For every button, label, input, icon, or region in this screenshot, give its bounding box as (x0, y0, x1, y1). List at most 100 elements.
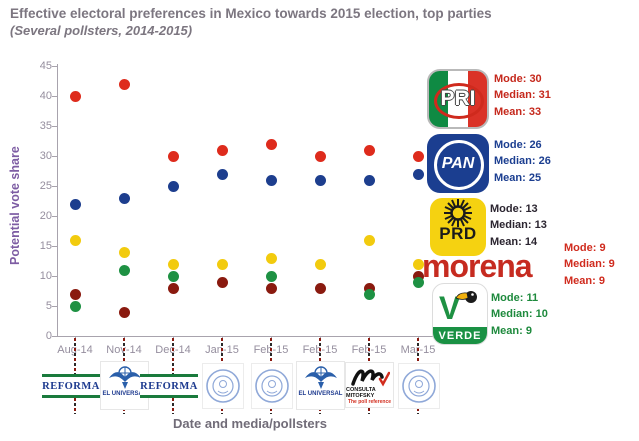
y-tick-mark-20 (52, 216, 57, 217)
dot-PRD-Aug-14 (69, 234, 81, 246)
mitofsky-tagline: The poll reference (347, 399, 392, 405)
pollster-logo-el-universal: EL UNIVERSAL (296, 361, 345, 410)
pan-median-line: Median: 26 (494, 155, 551, 168)
toucan-icon (455, 291, 477, 303)
blue-seal-icon (206, 369, 240, 403)
y-tick-label-45: 45 (39, 60, 52, 72)
y-axis-line (57, 64, 58, 337)
eagle-globe-icon (304, 366, 337, 389)
verde-median-line: Median: 10 (491, 308, 548, 321)
dot-PRI-Dec-14 (167, 150, 179, 162)
pan-stats: Mode: 26 Median: 26 Mean: 25 (494, 137, 551, 186)
y-tick-label-30: 30 (39, 150, 52, 162)
dot-VERDE-Feb-15 (363, 288, 375, 300)
blue-seal-icon (255, 369, 289, 403)
pan-mode-line: Mode: 26 (494, 139, 542, 151)
dot-MORENA-Nov-14 (118, 306, 130, 318)
dot-PRD-Feb-15 (363, 234, 375, 246)
pan-ring-icon (434, 140, 484, 190)
verde-logo: V VERDE (432, 283, 488, 345)
verde-stats: Mode: 11 Median: 10 Mean: 9 (491, 290, 548, 339)
y-tick-mark-40 (52, 96, 57, 97)
reforma-label: REFORMA (140, 380, 198, 392)
morena-mode-line: Mode: 9 (564, 242, 606, 254)
prd-logo: PRD (430, 198, 486, 256)
y-axis-title: Potential vote share (8, 146, 22, 265)
pri-mode-line: Mode: 30 (494, 73, 542, 85)
dot-MORENA-Jan-15 (216, 276, 228, 288)
dot-PRI-Nov-14 (118, 78, 130, 90)
y-tick-mark-15 (52, 246, 57, 247)
el-universal-label: EL UNIVERSAL (102, 391, 147, 397)
pollster-logo-blue-seal (398, 363, 440, 409)
blue-seal-icon (402, 369, 436, 403)
y-tick-label-35: 35 (39, 120, 52, 132)
pollster-logo-reforma: REFORMA (42, 374, 100, 398)
prd-median-line: Median: 13 (490, 219, 547, 232)
dot-VERDE-Aug-14 (69, 300, 81, 312)
consulta-mitofsky-label: CONSULTA MITOFSKY (346, 387, 376, 399)
pri-stats: Mode: 30 Median: 31 Mean: 33 (494, 71, 551, 120)
pri-logo: PRI (427, 69, 489, 129)
prd-mode-line: Mode: 13 (490, 203, 538, 215)
chart-subtitle: (Several pollsters, 2014-2015) (10, 23, 193, 38)
dot-PRI-Aug-14 (69, 90, 81, 102)
dot-PAN-Jan-15 (216, 168, 228, 180)
pan-label: PAN (441, 154, 475, 172)
dot-PAN-Nov-14 (118, 192, 130, 204)
morena-stats: Mode: 9 Median: 9 Mean: 9 (564, 240, 615, 289)
y-tick-mark-35 (52, 126, 57, 127)
verde-mean-line: Mean: 9 (491, 324, 532, 337)
dot-MORENA-Feb-15 (363, 282, 375, 294)
reforma-label: REFORMA (42, 380, 100, 392)
dot-PAN-Feb-15 (265, 174, 277, 186)
dot-PAN-Dec-14 (167, 180, 179, 192)
y-tick-label-10: 10 (39, 270, 52, 282)
prd-label: PRD (439, 224, 477, 243)
pan-mean-line: Mean: 25 (494, 171, 542, 184)
dot-PRI-Feb-15 (265, 138, 277, 150)
y-tick-mark-0 (52, 336, 57, 337)
dot-PRD-Nov-14 (118, 246, 130, 258)
pollster-logo-reforma: REFORMA (140, 374, 198, 398)
y-tick-label-15: 15 (39, 240, 52, 252)
y-tick-label-20: 20 (39, 210, 52, 222)
eagle-globe-icon (108, 366, 141, 389)
dot-PRI-Jan-15 (216, 144, 228, 156)
chart-title: Effective electoral preferences in Mexic… (10, 6, 492, 21)
dot-VERDE-Dec-14 (167, 270, 179, 282)
dot-VERDE-Mar-15 (412, 276, 424, 288)
pollster-logo-el-universal: EL UNIVERSAL (100, 361, 149, 410)
y-tick-mark-10 (52, 276, 57, 277)
dot-PAN-Feb-15 (314, 174, 326, 186)
verde-label: VERDE (433, 327, 487, 344)
prd-sun-icon (444, 199, 472, 227)
el-universal-label: EL UNIVERSAL (298, 391, 343, 397)
dot-MORENA-Mar-15 (412, 270, 424, 282)
y-tick-mark-30 (52, 156, 57, 157)
y-tick-mark-25 (52, 186, 57, 187)
verde-v-icon: V (439, 290, 461, 326)
prd-stats: Mode: 13 Median: 13 Mean: 14 (490, 201, 547, 250)
y-tick-label-25: 25 (39, 180, 52, 192)
dot-VERDE-Feb-15 (265, 270, 277, 282)
dot-PRI-Feb-15 (363, 144, 375, 156)
dot-PRD-Jan-15 (216, 258, 228, 270)
pollster-logo-consulta-mitofsky: CONSULTA MITOFSKY The poll reference (345, 362, 394, 408)
morena-wordmark: morena (422, 248, 533, 284)
dot-MORENA-Feb-15 (265, 282, 277, 294)
y-tick-mark-45 (52, 66, 57, 67)
verde-mode-line: Mode: 11 (491, 292, 539, 304)
pollster-logo-blue-seal (202, 363, 244, 409)
dot-MORENA-Dec-14 (167, 282, 179, 294)
dot-MORENA-Aug-14 (69, 288, 81, 300)
x-axis-title: Date and media/pollsters (173, 416, 327, 431)
pri-median-line: Median: 31 (494, 89, 551, 102)
pri-label: PRI (440, 87, 476, 110)
x-axis-line (57, 336, 447, 337)
dot-PRI-Feb-15 (314, 150, 326, 162)
dot-PAN-Aug-14 (69, 198, 81, 210)
dot-PRD-Feb-15 (265, 252, 277, 264)
mitofsky-swoosh-icon (350, 369, 390, 387)
